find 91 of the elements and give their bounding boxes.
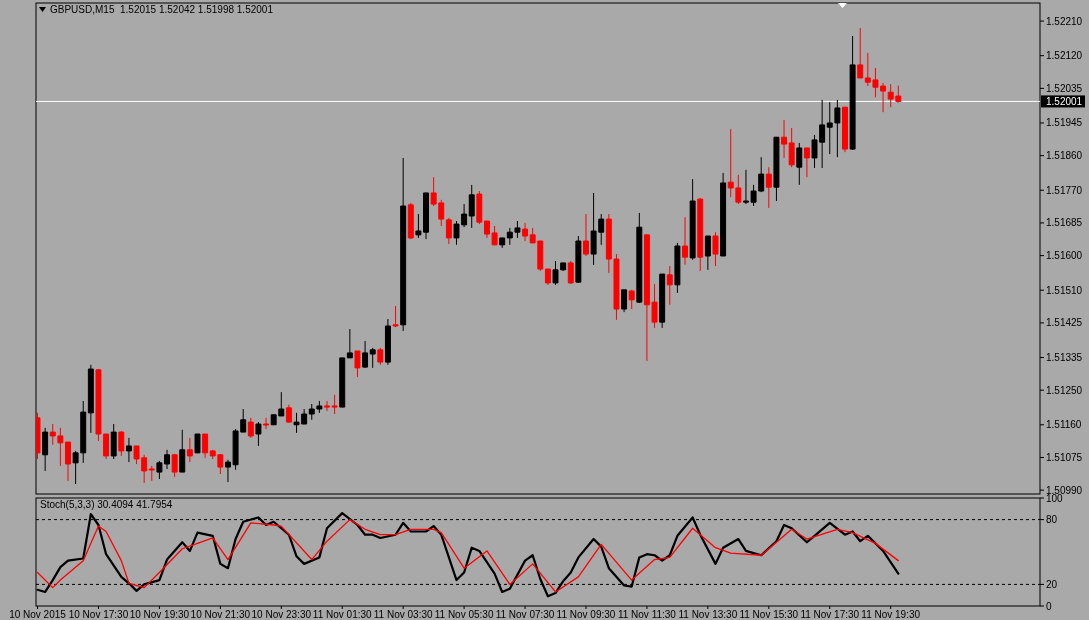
chart-title: Stoch(5,3,3) 30.4094 41.7954	[40, 499, 173, 510]
candlestick	[674, 242, 681, 294]
x-tick-label: 10 Nov 21:30	[190, 609, 251, 620]
candlestick	[567, 260, 574, 285]
y-tick-label: 1.51945	[1046, 117, 1083, 129]
x-tick-label: 10 Nov 2015	[9, 609, 67, 620]
chart-title: GBPUSD,M15 1.52015 1.52042 1.51998 1.52001	[50, 4, 274, 15]
candlestick	[87, 364, 94, 434]
y-tick-label: 0	[1046, 600, 1052, 612]
candlestick	[354, 350, 361, 378]
candlestick	[522, 222, 529, 242]
candlestick	[636, 212, 643, 304]
candlestick	[773, 136, 780, 202]
candlestick	[392, 305, 399, 328]
candlestick	[849, 35, 856, 151]
y-tick-label: 1.51510	[1046, 284, 1083, 296]
y-tick-label: 1.51685	[1046, 217, 1083, 229]
candlestick	[697, 197, 704, 272]
x-tick-label: 10 Nov 23:30	[251, 609, 312, 620]
x-tick-label: 10 Nov 19:30	[129, 609, 190, 620]
x-tick-label: 11 Nov 03:30	[373, 609, 433, 620]
y-tick-label: 1.52210	[1046, 15, 1083, 27]
candlestick	[704, 235, 711, 271]
candlestick	[689, 178, 696, 261]
candlestick	[369, 347, 376, 369]
y-tick-label: 1.51075	[1046, 451, 1083, 463]
candlestick	[476, 190, 483, 225]
y-tick-label: 1.51860	[1046, 150, 1083, 162]
candlestick	[621, 289, 628, 313]
x-tick-label: 11 Nov 01:30	[312, 609, 373, 620]
x-tick-label: 11 Nov 19:30	[861, 609, 921, 620]
candlestick	[544, 268, 551, 286]
candlestick	[247, 417, 254, 439]
candlestick	[186, 437, 193, 463]
candlestick	[666, 265, 673, 306]
candlestick	[36, 412, 41, 460]
x-tick-label: 11 Nov 11:30	[617, 609, 677, 620]
candlestick	[263, 417, 270, 430]
candlestick	[171, 453, 178, 478]
y-tick-label: 80	[1046, 514, 1058, 526]
candlestick	[788, 127, 795, 168]
candlestick	[583, 213, 589, 257]
candlestick	[148, 465, 155, 482]
candlestick	[720, 172, 727, 257]
x-tick-label: 11 Nov 07:30	[495, 609, 555, 620]
candlestick	[445, 217, 452, 245]
y-tick-label: 1.51250	[1046, 384, 1083, 396]
candlestick	[682, 216, 688, 266]
candlestick	[468, 184, 475, 229]
candlestick	[255, 421, 262, 447]
x-tick-label: 11 Nov 17:30	[800, 609, 860, 620]
x-tick-label: 10 Nov 17:30	[68, 609, 129, 620]
y-tick-label: 1.51335	[1046, 352, 1083, 363]
candlestick	[400, 157, 407, 332]
candlestick	[339, 357, 346, 408]
candlestick	[628, 289, 635, 310]
x-tick-label: 11 Nov 15:30	[739, 609, 799, 620]
candlestick	[407, 202, 414, 240]
candlestick	[857, 27, 864, 79]
candlestick	[712, 231, 719, 267]
candlestick	[346, 328, 353, 359]
candlestick	[781, 119, 788, 159]
candlestick	[803, 147, 810, 178]
y-tick-label: 20	[1046, 578, 1058, 590]
candlestick	[125, 437, 132, 463]
candlestick	[765, 166, 772, 209]
y-tick-label: 1.52120	[1046, 50, 1083, 62]
y-tick-label: 1.51770	[1046, 184, 1083, 196]
candlestick	[842, 106, 848, 153]
ref-line-label: 1.52001	[1046, 95, 1083, 107]
candlestick	[362, 340, 369, 369]
candlestick	[499, 237, 506, 249]
candlestick	[118, 430, 125, 457]
y-tick-label: 1.52035	[1046, 82, 1083, 94]
candlestick	[42, 427, 49, 472]
candlestick	[194, 433, 201, 454]
candlestick	[796, 142, 803, 186]
candlestick	[377, 347, 384, 366]
candlestick	[384, 318, 391, 366]
x-tick-label: 11 Nov 09:30	[556, 609, 616, 620]
x-tick-label: 11 Nov 13:30	[678, 609, 738, 620]
y-tick-label: 1.51600	[1046, 250, 1083, 262]
candlestick	[202, 433, 209, 459]
candlestick	[659, 273, 666, 329]
candlestick	[285, 404, 292, 424]
candlestick	[575, 235, 582, 284]
y-tick-label: 1.51425	[1046, 317, 1083, 329]
x-tick-label: 11 Nov 05:30	[434, 609, 494, 620]
y-tick-label: 1.51160	[1046, 419, 1082, 431]
candlestick	[179, 429, 186, 473]
candlestick	[110, 423, 117, 460]
